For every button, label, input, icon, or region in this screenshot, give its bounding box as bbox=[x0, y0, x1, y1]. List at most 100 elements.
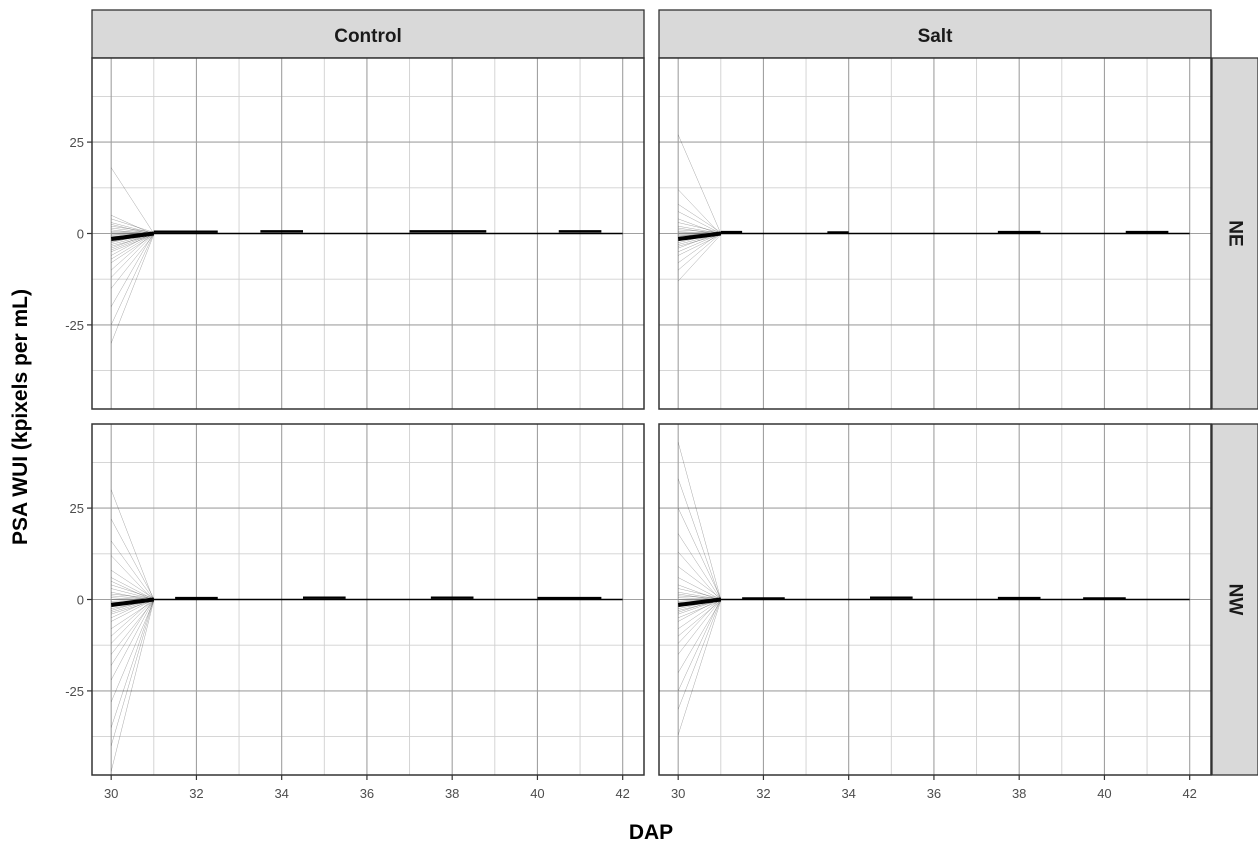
series-line bbox=[111, 231, 154, 233]
series-line-bundle bbox=[677, 597, 722, 607]
series-line bbox=[110, 489, 155, 601]
series-line bbox=[110, 600, 155, 702]
x-tick-label: 30 bbox=[671, 786, 685, 801]
series-line bbox=[111, 599, 154, 622]
series-line bbox=[678, 584, 721, 601]
series-line bbox=[110, 233, 155, 326]
x-tick-label: 30 bbox=[104, 786, 118, 801]
panel-border bbox=[658, 423, 1212, 776]
series-line bbox=[678, 189, 721, 235]
y-tick-label: 0 bbox=[77, 227, 84, 242]
strip-label: NE bbox=[1225, 220, 1246, 246]
series-line bbox=[110, 598, 155, 728]
series-line bbox=[111, 233, 154, 278]
series-line bbox=[111, 234, 154, 253]
series-line bbox=[677, 478, 722, 601]
series-line bbox=[110, 540, 155, 600]
series-line bbox=[111, 222, 154, 234]
series-line bbox=[111, 584, 154, 599]
series-line bbox=[111, 600, 154, 615]
series-line bbox=[677, 599, 722, 710]
series-line bbox=[678, 600, 721, 637]
x-tick-label: 40 bbox=[1097, 786, 1111, 801]
x-tick-label: 36 bbox=[927, 786, 941, 801]
series-line bbox=[110, 518, 155, 599]
strip-label: Salt bbox=[918, 26, 954, 47]
series-line bbox=[678, 600, 721, 619]
strip-ne bbox=[1211, 57, 1258, 410]
series-line bbox=[678, 218, 721, 235]
y-tick-label: 25 bbox=[70, 135, 84, 150]
series-line bbox=[678, 577, 721, 600]
series-line bbox=[678, 222, 721, 233]
series-line-bundle bbox=[110, 597, 155, 607]
series-line bbox=[677, 442, 722, 600]
series-line bbox=[677, 551, 721, 601]
series-line bbox=[678, 234, 721, 256]
series-line bbox=[678, 225, 721, 234]
series-line bbox=[678, 233, 721, 271]
series-line bbox=[678, 595, 721, 599]
series-line bbox=[111, 218, 154, 233]
series-line bbox=[678, 588, 721, 599]
series-line bbox=[678, 598, 721, 644]
series-line bbox=[678, 233, 721, 253]
strip-label: NW bbox=[1225, 584, 1246, 616]
series-line bbox=[677, 234, 721, 282]
series-line bbox=[110, 234, 155, 344]
y-axis-title: PSA WUI (kpixels per mL) bbox=[9, 289, 32, 545]
strip-nw bbox=[1211, 423, 1258, 776]
series-line-bundle bbox=[110, 231, 155, 241]
series-line bbox=[111, 577, 154, 600]
series-line bbox=[677, 598, 722, 692]
series-line bbox=[110, 167, 155, 234]
y-tick-label: -25 bbox=[65, 318, 84, 333]
series-line bbox=[110, 234, 155, 289]
series-line bbox=[678, 232, 721, 263]
x-tick-label: 42 bbox=[615, 786, 629, 801]
series-line bbox=[111, 555, 154, 601]
series-line bbox=[111, 593, 154, 599]
series-line bbox=[110, 599, 155, 681]
x-tick-label: 32 bbox=[756, 786, 770, 801]
y-tick-label: 25 bbox=[70, 501, 84, 516]
series-line bbox=[111, 225, 154, 233]
series-line bbox=[677, 134, 722, 234]
series-line bbox=[678, 229, 721, 233]
panel-border bbox=[658, 57, 1212, 410]
series-line bbox=[110, 600, 155, 772]
series-line bbox=[678, 591, 721, 600]
x-tick-label: 40 bbox=[530, 786, 544, 801]
series-line bbox=[111, 214, 154, 235]
strip-control bbox=[91, 9, 645, 59]
series-line bbox=[111, 234, 154, 247]
x-tick-label: 32 bbox=[189, 786, 203, 801]
x-tick-label: 38 bbox=[445, 786, 459, 801]
series-line bbox=[111, 598, 154, 637]
series-line bbox=[110, 600, 155, 655]
series-line bbox=[111, 570, 154, 599]
x-axis-title: DAP bbox=[629, 821, 673, 844]
y-tick-label: 0 bbox=[77, 593, 84, 608]
series-line bbox=[111, 233, 154, 260]
series-line bbox=[678, 599, 721, 629]
x-tick-label: 38 bbox=[1012, 786, 1026, 801]
series-line bbox=[677, 507, 722, 599]
x-tick-label: 34 bbox=[274, 786, 288, 801]
series-line-bundle bbox=[677, 231, 722, 241]
series-line bbox=[677, 599, 722, 655]
x-tick-label: 34 bbox=[841, 786, 855, 801]
strip-label: Control bbox=[334, 26, 402, 47]
x-tick-label: 42 bbox=[1182, 786, 1196, 801]
series-line bbox=[677, 533, 722, 600]
series-line bbox=[111, 580, 154, 601]
series-line bbox=[677, 600, 722, 673]
series-line bbox=[111, 588, 154, 600]
series-line bbox=[111, 232, 154, 271]
strip-salt bbox=[658, 9, 1212, 59]
series-line bbox=[111, 234, 154, 263]
series-line bbox=[110, 598, 155, 666]
series-line bbox=[110, 599, 155, 746]
